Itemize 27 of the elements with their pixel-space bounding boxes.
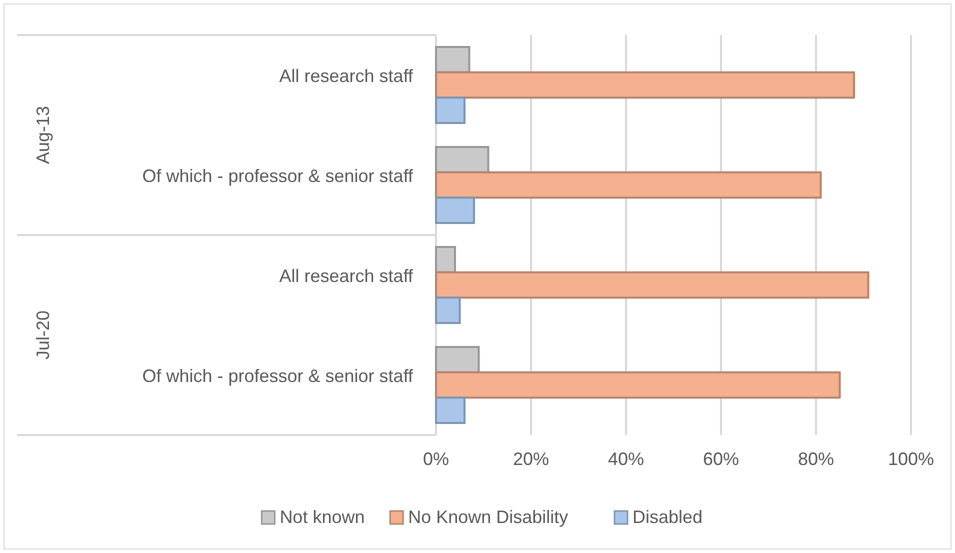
bar (435, 396, 466, 424)
x-tick-label: 60% (702, 449, 740, 469)
x-tick-label: 100% (888, 449, 934, 469)
bar (435, 271, 870, 299)
text: Aug-13 (32, 106, 53, 164)
legend-label: Disabled (632, 506, 703, 527)
y-tick-label: Of which - professor & senior staff (142, 366, 414, 386)
bar (435, 371, 841, 399)
bar (435, 296, 461, 324)
legend-label: No Known Disability (408, 506, 568, 527)
bar (435, 146, 490, 174)
bar (435, 96, 466, 124)
legend-label: Not known (280, 506, 365, 527)
bar (435, 246, 456, 274)
x-tick-label: 40% (608, 449, 644, 469)
y-tick-label: All research staff (279, 266, 414, 286)
text: Jul-20 (32, 310, 53, 360)
bar (435, 171, 822, 199)
y-tick-label: Of which - professor & senior staff (142, 166, 414, 186)
x-tick-label: 0% (422, 449, 450, 469)
bar (435, 46, 470, 74)
bar (435, 71, 855, 99)
x-tick-label: 20% (512, 449, 550, 469)
bar (435, 346, 480, 374)
x-tick-label: 80% (798, 449, 834, 469)
bar (435, 196, 475, 224)
y-tick-label: All research staff (279, 66, 414, 86)
